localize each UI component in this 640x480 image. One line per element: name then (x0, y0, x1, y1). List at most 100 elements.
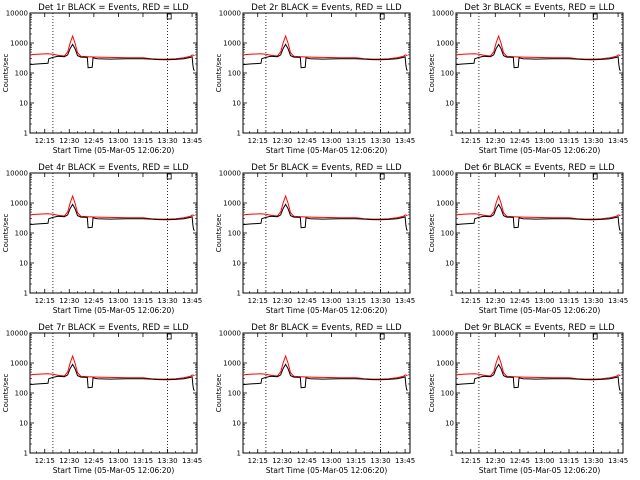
y-tick-label: 10 (19, 100, 28, 108)
y-axis-label: Counts/sec (215, 54, 223, 93)
y-axis-label: Counts/sec (215, 214, 223, 253)
plot-frame (455, 12, 624, 134)
y-tick-label: 1000 (223, 360, 241, 368)
y-tick-label: 10 (232, 260, 241, 268)
top-marker-box (379, 13, 385, 20)
x-tick-label: 12:30 (272, 297, 292, 305)
y-tick-label: 10000 (432, 10, 454, 18)
y-axis-label: Counts/sec (428, 374, 436, 413)
y-tick-label: 1 (450, 290, 454, 298)
y-tick-label: 10 (19, 260, 28, 268)
x-tick-label: 12:45 (510, 297, 530, 305)
x-axis-label: Start Time (05-Mar-05 12:06:20) (266, 306, 388, 315)
series-line-lld (242, 34, 408, 60)
x-tick-label: 12:15 (248, 297, 268, 305)
y-tick-label: 100 (441, 70, 454, 78)
panel-title: Det 7r BLACK = Events, RED = LLD (38, 323, 189, 333)
top-marker-box (166, 13, 172, 20)
y-axis-label: Counts/sec (428, 54, 436, 93)
y-tick-label: 10 (445, 420, 454, 428)
x-tick-label: 12:15 (461, 297, 481, 305)
y-tick-label: 10000 (219, 10, 241, 18)
x-axis-label: Start Time (05-Mar-05 12:06:20) (53, 146, 175, 155)
series-line-events (242, 363, 408, 391)
x-tick-label: 12:15 (248, 137, 268, 145)
x-tick-label: 13:15 (346, 297, 366, 305)
y-tick-label: 1000 (10, 40, 28, 48)
x-axis-label: Start Time (05-Mar-05 12:06:20) (266, 466, 388, 475)
y-axis-label: Counts/sec (428, 214, 436, 253)
series-line-lld (29, 194, 195, 220)
x-tick-label: 13:00 (108, 457, 128, 465)
y-tick-label: 100 (228, 70, 241, 78)
y-tick-label: 100 (441, 230, 454, 238)
x-tick-label: 13:30 (583, 297, 603, 305)
y-tick-label: 100 (228, 390, 241, 398)
y-tick-label: 100 (15, 390, 28, 398)
y-tick-label: 1000 (223, 200, 241, 208)
y-tick-label: 1000 (436, 40, 454, 48)
panel-det-8r: Det 8r BLACK = Events, RED = LLD Counts/s… (215, 323, 415, 475)
series-line-lld (242, 354, 408, 380)
y-tick-label: 10000 (6, 170, 28, 178)
x-tick-label: 12:15 (248, 457, 268, 465)
x-tick-label: 13:45 (395, 137, 415, 145)
x-tick-label: 13:45 (182, 137, 202, 145)
panel-det-2r: Det 2r BLACK = Events, RED = LLD Counts/s… (215, 3, 415, 155)
x-tick-label: 13:00 (108, 297, 128, 305)
y-tick-label: 10 (445, 260, 454, 268)
x-tick-label: 12:30 (485, 457, 505, 465)
series-line-lld (455, 194, 621, 220)
x-tick-label: 13:15 (346, 457, 366, 465)
x-tick-label: 12:45 (510, 457, 530, 465)
series-line-events (242, 203, 408, 231)
x-tick-label: 13:15 (133, 297, 153, 305)
series-line-events (455, 203, 621, 231)
x-tick-label: 12:45 (297, 457, 317, 465)
top-marker-box (166, 333, 172, 340)
x-tick-label: 13:15 (559, 137, 579, 145)
y-tick-label: 1 (237, 290, 241, 298)
plot-frame (242, 332, 411, 454)
x-tick-label: 12:45 (84, 297, 104, 305)
x-tick-label: 13:30 (157, 137, 177, 145)
x-tick-label: 12:30 (485, 137, 505, 145)
panel-det-1r: Det 1r BLACK = Events, RED = LLD Counts/s… (2, 3, 202, 155)
y-axis-label: Counts/sec (2, 54, 10, 93)
x-tick-label: 13:00 (108, 137, 128, 145)
x-tick-label: 13:30 (370, 137, 390, 145)
panel-det-6r: Det 6r BLACK = Events, RED = LLD Counts/s… (428, 163, 628, 315)
x-tick-label: 13:45 (395, 457, 415, 465)
panel-title: Det 2r BLACK = Events, RED = LLD (251, 3, 402, 13)
y-tick-label: 10000 (432, 330, 454, 338)
x-tick-label: 13:15 (346, 137, 366, 145)
y-tick-label: 1 (24, 450, 28, 458)
panel-title: Det 8r BLACK = Events, RED = LLD (251, 323, 402, 333)
y-tick-label: 1000 (223, 40, 241, 48)
x-tick-label: 12:45 (84, 137, 104, 145)
panel-det-4r: Det 4r BLACK = Events, RED = LLD Counts/s… (2, 163, 202, 315)
top-marker-box (592, 173, 598, 180)
y-tick-label: 1000 (10, 360, 28, 368)
panel-title: Det 4r BLACK = Events, RED = LLD (38, 163, 189, 173)
x-axis-label: Start Time (05-Mar-05 12:06:20) (266, 146, 388, 155)
y-tick-label: 1000 (436, 200, 454, 208)
plot-frame (29, 12, 198, 134)
x-tick-label: 12:15 (35, 457, 55, 465)
y-tick-label: 1 (450, 450, 454, 458)
x-tick-label: 13:00 (534, 457, 554, 465)
y-tick-label: 10000 (6, 330, 28, 338)
x-tick-label: 13:30 (157, 457, 177, 465)
y-tick-label: 10 (445, 100, 454, 108)
x-tick-label: 12:45 (297, 297, 317, 305)
series-line-events (29, 363, 195, 391)
series-line-events (455, 43, 621, 71)
x-tick-label: 13:30 (157, 297, 177, 305)
panel-det-7r: Det 7r BLACK = Events, RED = LLD Counts/s… (2, 323, 202, 475)
series-line-lld (455, 34, 621, 60)
x-tick-label: 13:00 (321, 457, 341, 465)
x-tick-label: 13:30 (583, 137, 603, 145)
x-tick-label: 12:45 (297, 137, 317, 145)
y-tick-label: 100 (15, 70, 28, 78)
